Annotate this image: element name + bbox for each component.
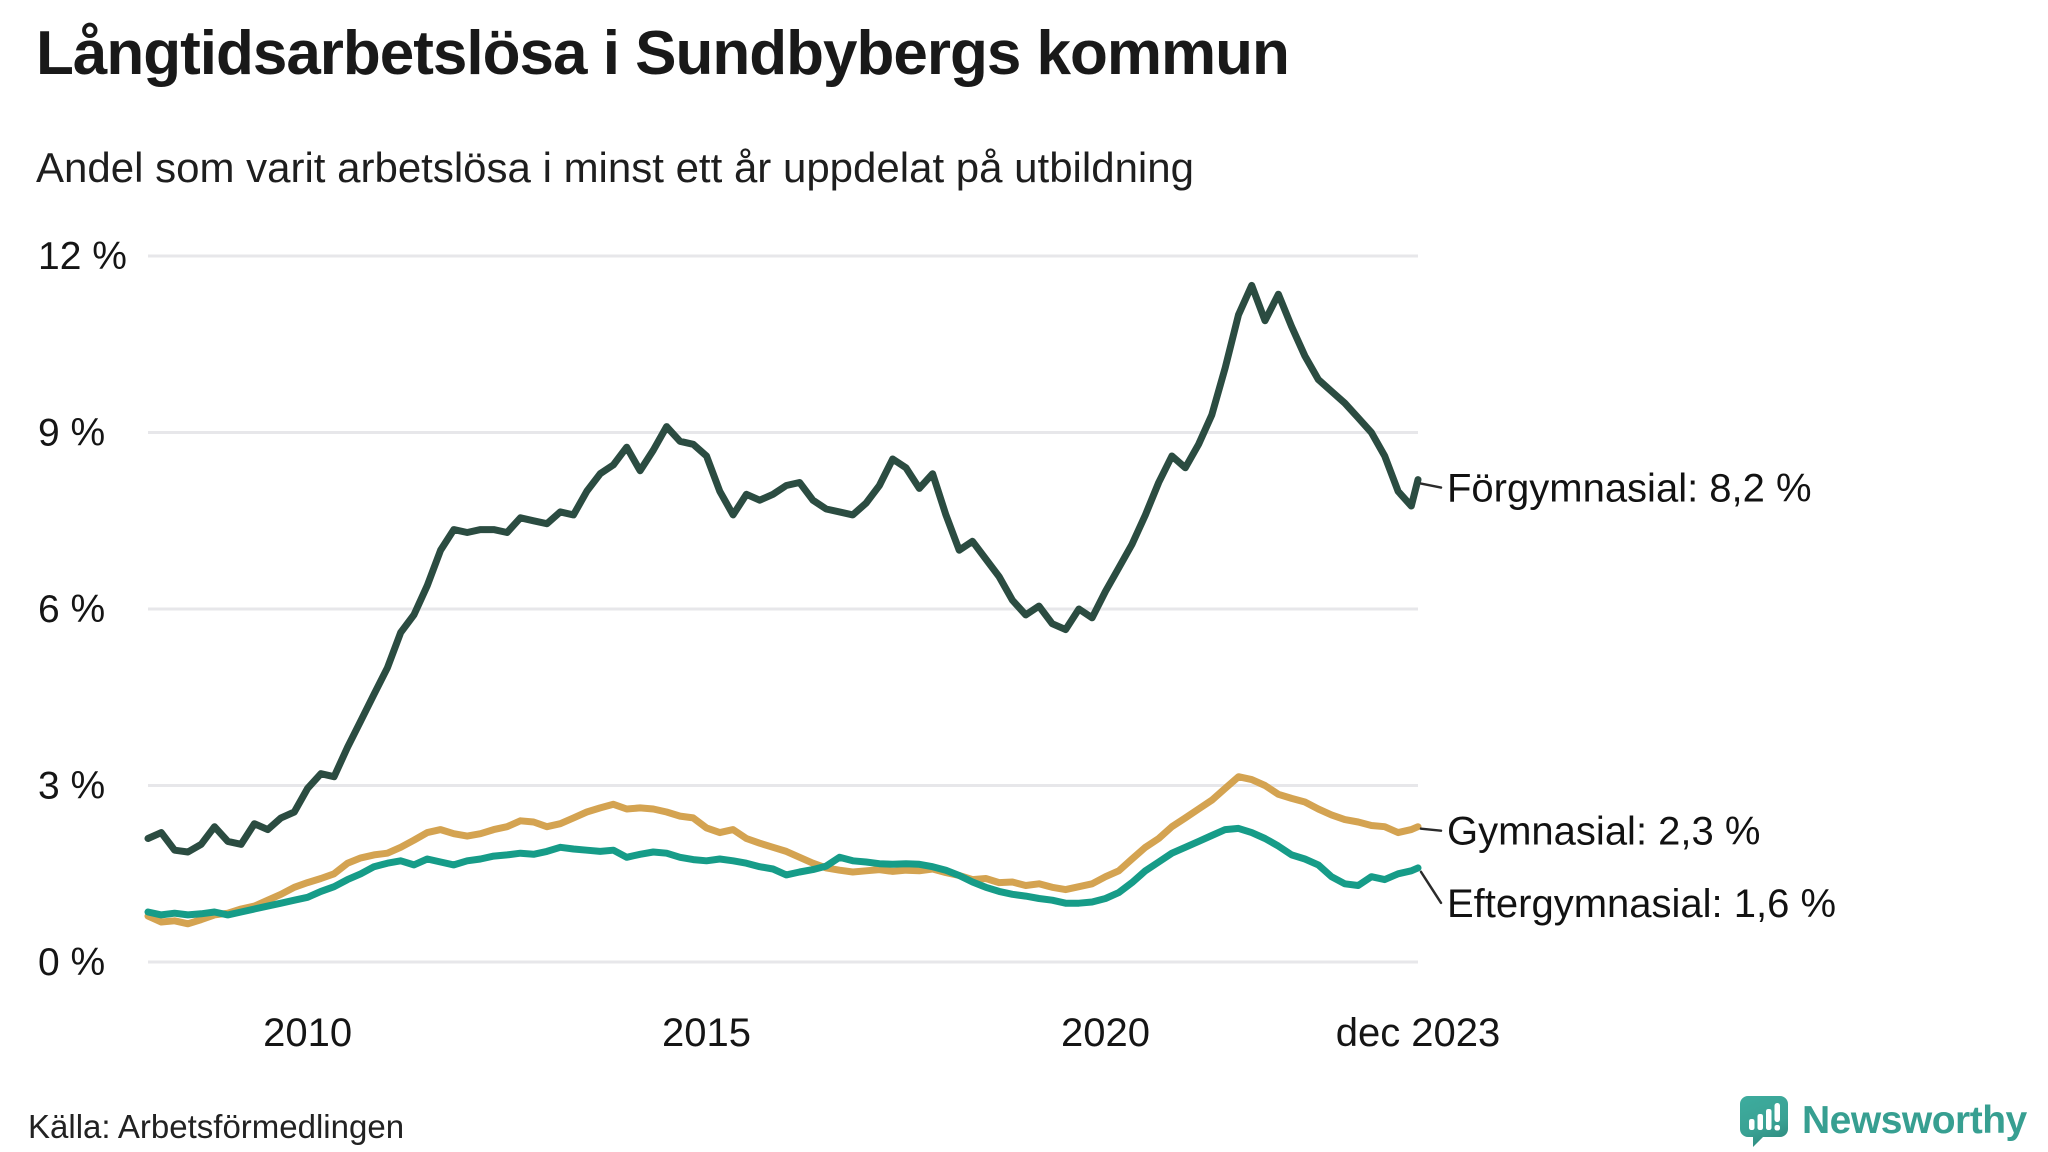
label-connector [1419, 870, 1443, 905]
label-connector [1419, 827, 1443, 832]
y-axis-tick-label: 12 % [38, 235, 127, 278]
y-axis-tick-label: 9 % [38, 412, 105, 455]
y-axis-tick-label: 6 % [38, 588, 105, 631]
series-line-förgymnasial [144, 281, 1422, 856]
x-axis-tick-label: 2020 [1061, 1011, 1150, 1055]
series-line-gymnasial [144, 773, 1422, 928]
y-axis-tick-label: 3 % [38, 765, 105, 808]
label-connector [1419, 482, 1443, 489]
x-axis-tick-label: 2015 [662, 1011, 751, 1055]
x-axis-tick-label: 2010 [263, 1011, 352, 1055]
source-note: Källa: Arbetsförmedlingen [28, 1108, 405, 1145]
series-end-label-gymnasial: Gymnasial: 2,3 % [1447, 810, 1760, 854]
chart-title: Långtidsarbetslösa i Sundbybergs kommun [36, 19, 1290, 88]
y-axis-tick-label: 0 % [38, 941, 105, 984]
newsworthy-icon [1738, 1094, 1790, 1148]
chart-subtitle: Andel som varit arbetslösa i minst ett å… [36, 144, 1194, 191]
series-end-label-förgymnasial: Förgymnasial: 8,2 % [1447, 467, 1812, 511]
brand-logo: Newsworthy [1738, 1094, 2027, 1148]
x-axis-tick-label: dec 2023 [1336, 1011, 1501, 1055]
series-end-label-eftergymnasial: Eftergymnasial: 1,6 % [1447, 882, 1836, 926]
series-line-eftergymnasial [144, 824, 1422, 919]
brand-name: Newsworthy [1802, 1099, 2027, 1142]
